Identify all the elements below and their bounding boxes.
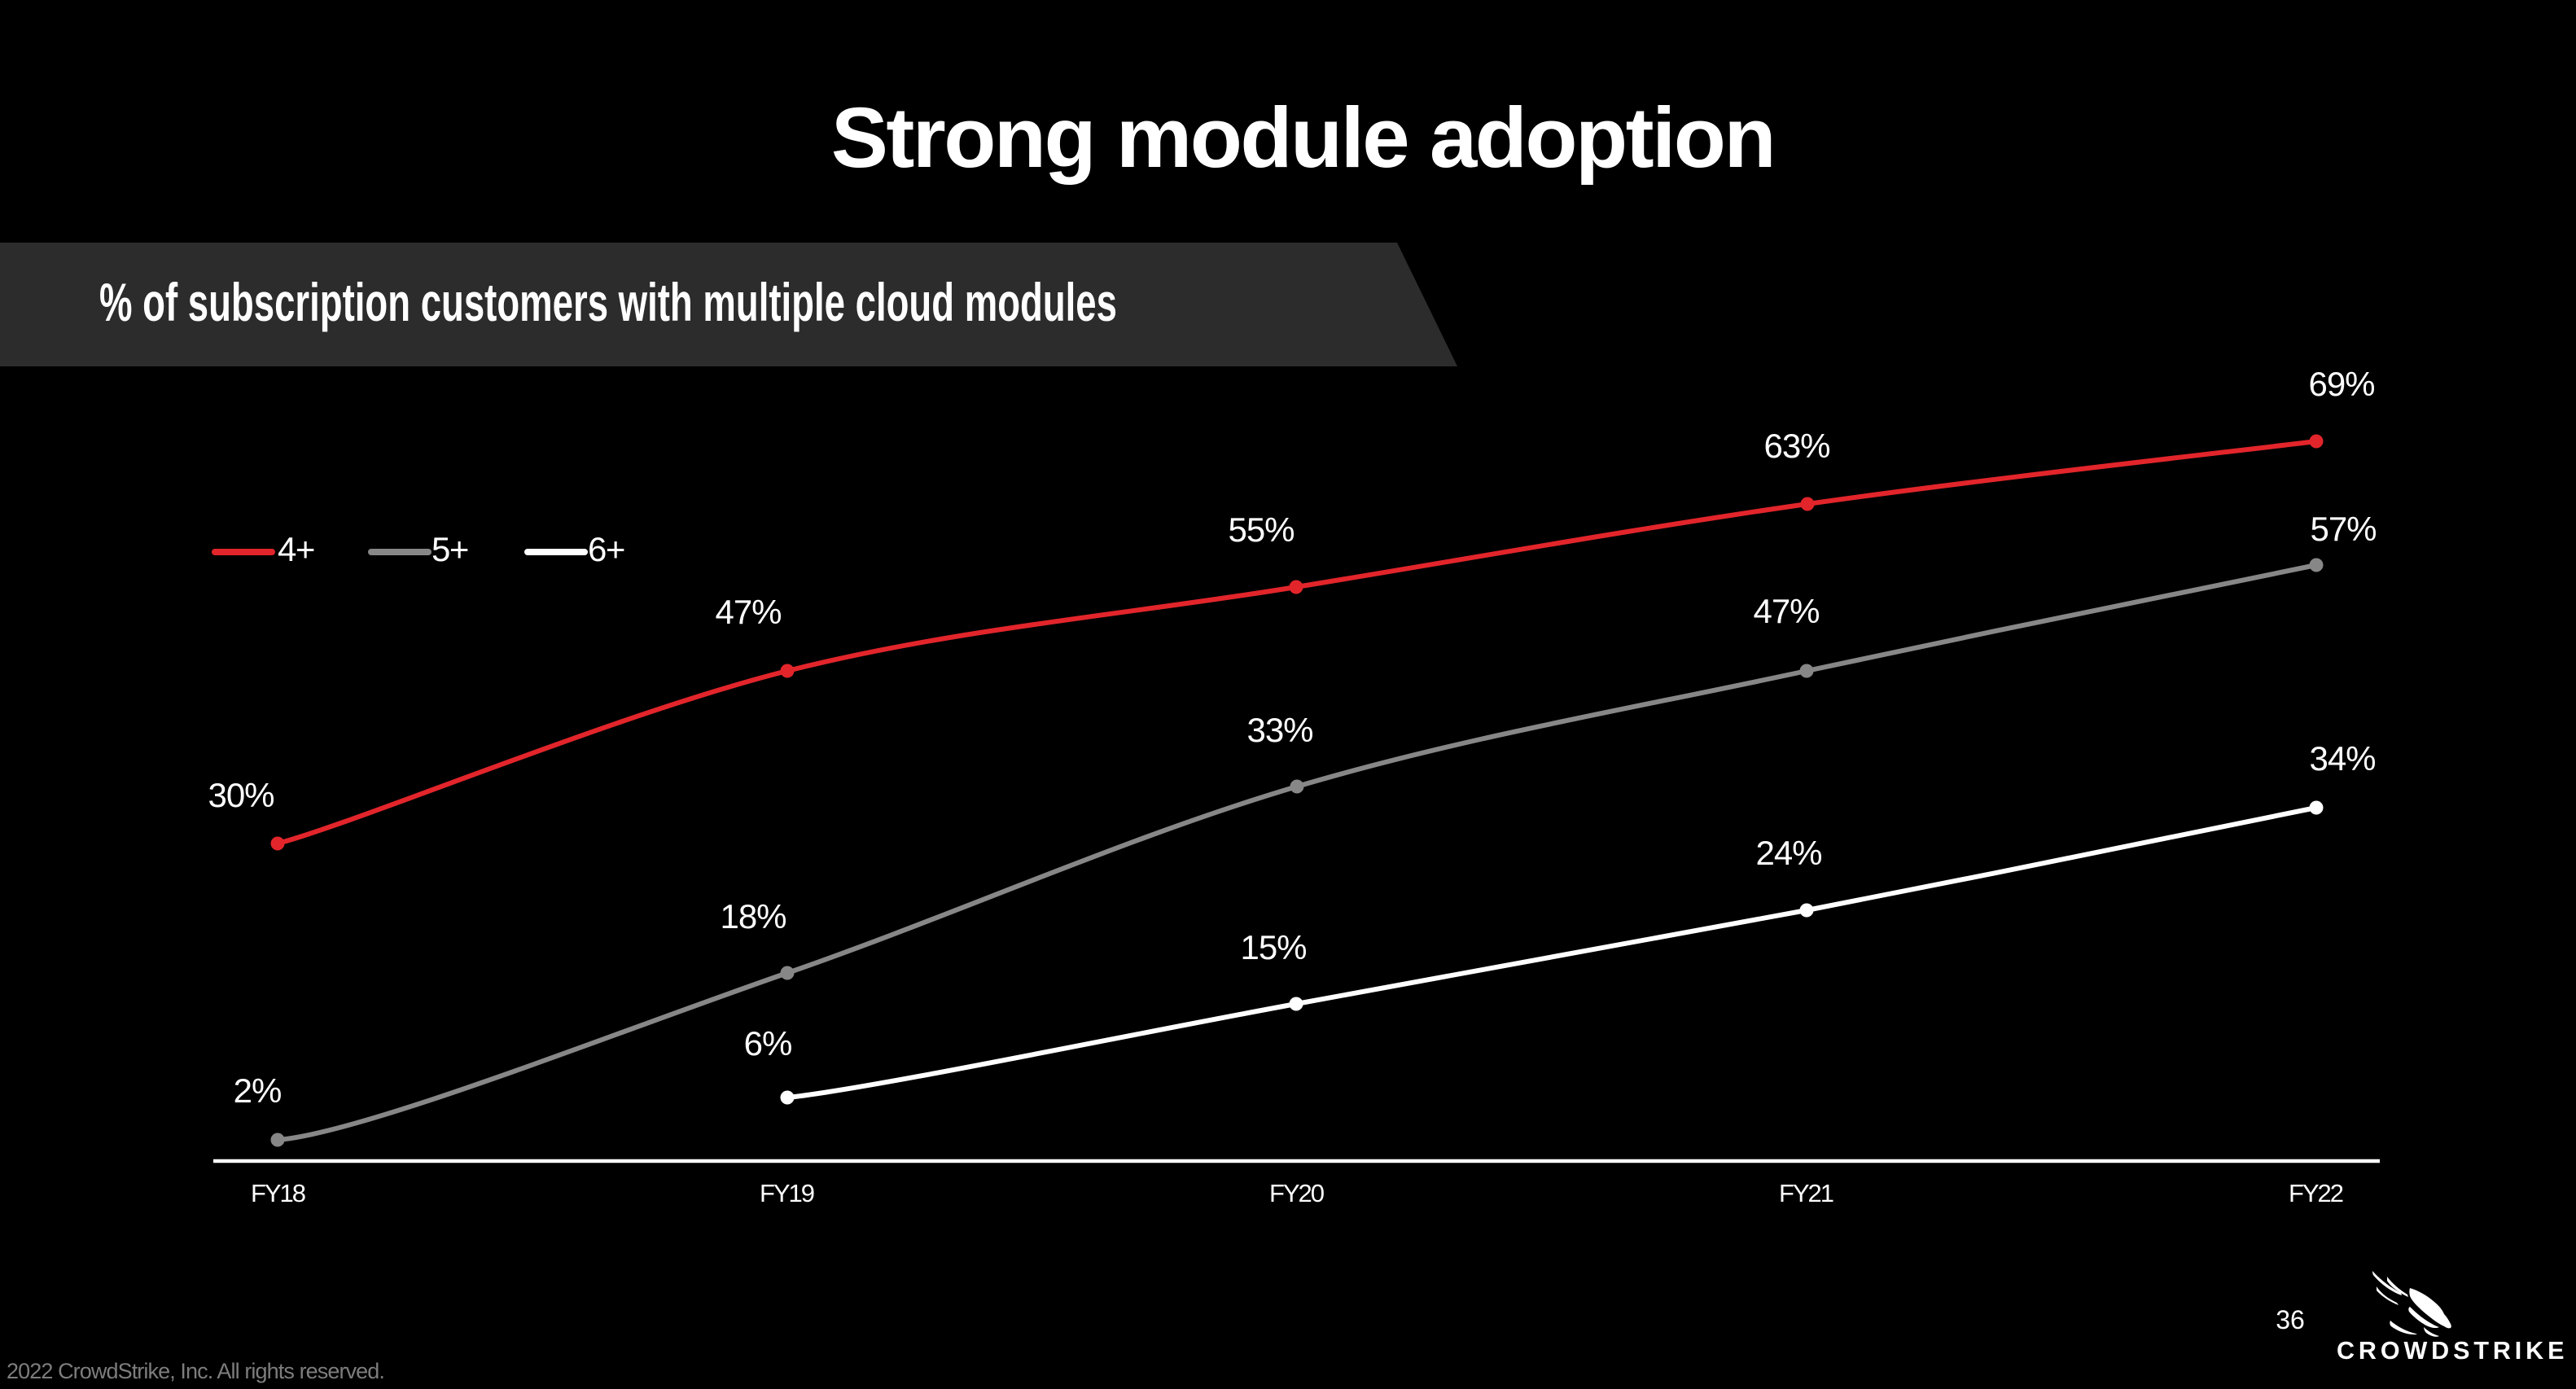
svg-text:57%: 57% — [2310, 510, 2376, 548]
svg-text:55%: 55% — [1228, 510, 1294, 549]
svg-text:4+: 4+ — [278, 530, 314, 568]
svg-text:34%: 34% — [2309, 739, 2375, 778]
svg-text:2%: 2% — [234, 1071, 282, 1110]
svg-text:63%: 63% — [1763, 427, 1829, 465]
svg-text:6+: 6+ — [588, 530, 624, 568]
svg-text:FY20: FY20 — [1269, 1179, 1325, 1207]
svg-text:33%: 33% — [1246, 711, 1312, 749]
svg-text:FY18: FY18 — [251, 1179, 305, 1207]
svg-text:18%: 18% — [720, 897, 786, 935]
svg-text:FY21: FY21 — [1779, 1179, 1833, 1207]
svg-text:47%: 47% — [715, 593, 781, 631]
svg-text:47%: 47% — [1753, 592, 1819, 630]
svg-text:FY19: FY19 — [760, 1179, 814, 1207]
svg-text:24%: 24% — [1755, 834, 1821, 872]
svg-text:6%: 6% — [744, 1024, 792, 1063]
svg-text:15%: 15% — [1240, 928, 1306, 966]
svg-text:FY22: FY22 — [2289, 1179, 2343, 1207]
svg-text:5+: 5+ — [432, 530, 468, 568]
svg-text:30%: 30% — [208, 776, 274, 814]
svg-text:CROWDSTRIKE: CROWDSTRIKE — [2337, 1337, 2568, 1365]
svg-text:69%: 69% — [2308, 365, 2374, 403]
